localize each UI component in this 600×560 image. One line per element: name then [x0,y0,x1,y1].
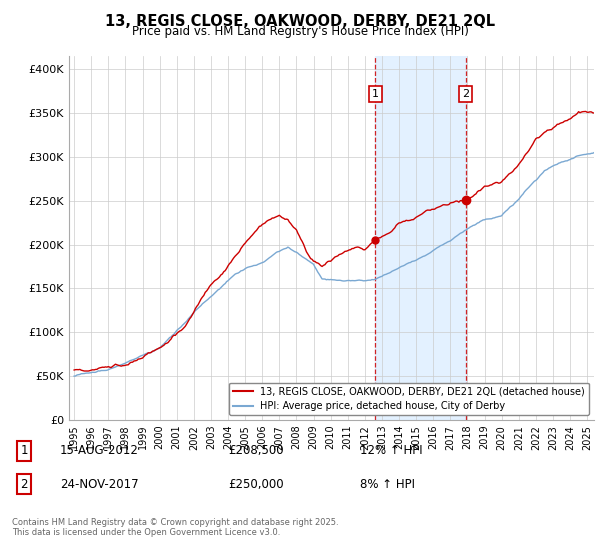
Text: 8% ↑ HPI: 8% ↑ HPI [360,478,415,491]
Text: 1: 1 [20,444,28,458]
Bar [376,56,466,420]
Text: 15-AUG-2012: 15-AUG-2012 [60,444,139,458]
Text: 2: 2 [462,89,469,99]
Text: £250,000: £250,000 [228,478,284,491]
Text: 24-NOV-2017: 24-NOV-2017 [60,478,139,491]
Text: 1: 1 [372,89,379,99]
Text: £208,500: £208,500 [228,444,284,458]
Legend: 13, REGIS CLOSE, OAKWOOD, DERBY, DE21 2QL (detached house), HPI: Average price, : 13, REGIS CLOSE, OAKWOOD, DERBY, DE21 2Q… [229,382,589,415]
Text: 2: 2 [20,478,28,491]
Text: 12% ↑ HPI: 12% ↑ HPI [360,444,422,458]
Text: Price paid vs. HM Land Registry's House Price Index (HPI): Price paid vs. HM Land Registry's House … [131,25,469,38]
Text: Contains HM Land Registry data © Crown copyright and database right 2025.
This d: Contains HM Land Registry data © Crown c… [12,518,338,538]
Text: 13, REGIS CLOSE, OAKWOOD, DERBY, DE21 2QL: 13, REGIS CLOSE, OAKWOOD, DERBY, DE21 2Q… [105,14,495,29]
